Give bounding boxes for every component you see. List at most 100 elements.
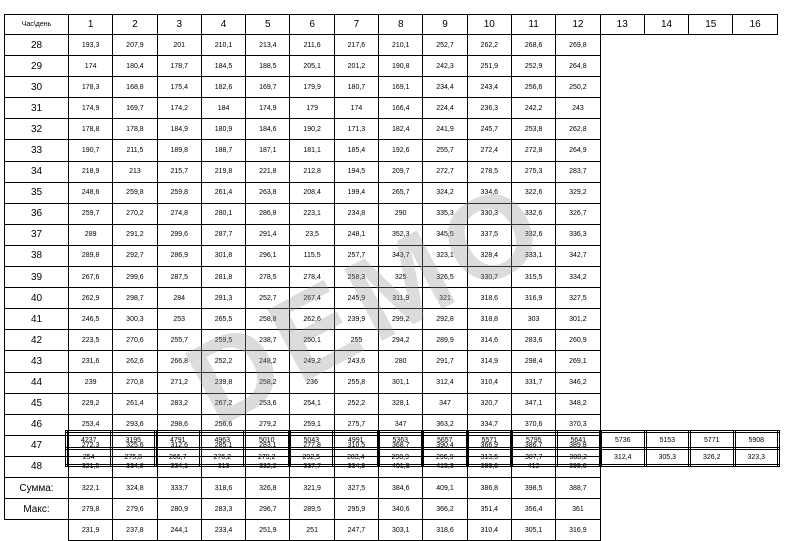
total-sum-cell: 5363 [376, 430, 424, 450]
value-cell: 283,7 [555, 160, 601, 183]
empty-cell [733, 288, 777, 309]
value-cell: 174,9 [245, 97, 291, 120]
empty-cell [733, 477, 777, 498]
value-cell: 323,1 [422, 244, 468, 268]
value-cell: 213,4 [245, 33, 291, 57]
value-cell: 208,4 [289, 181, 335, 204]
hour-label: 47 [4, 434, 69, 457]
empty-cell [689, 477, 733, 498]
empty-cell [644, 309, 688, 330]
hour-label: 43 [4, 350, 69, 373]
empty-cell [733, 98, 777, 119]
value-cell: 265,7 [378, 181, 424, 204]
value-cell: 190,8 [378, 55, 424, 78]
value-cell: 314,9 [466, 350, 512, 373]
empty-cell [600, 520, 644, 541]
value-cell: 351,4 [466, 498, 512, 521]
day-header: 2 [112, 14, 158, 35]
value-cell: 268,6 [510, 33, 557, 57]
value-cell: 248,6 [67, 181, 114, 204]
value-cell: 332,6 [510, 202, 557, 225]
value-cell: 174 [333, 97, 380, 120]
value-cell: 242,3 [422, 55, 468, 78]
value-cell: 289,5 [289, 498, 335, 521]
value-cell: 239,9 [333, 308, 380, 331]
value-cell: 269,8 [555, 33, 601, 57]
value-cell: 337,5 [466, 223, 512, 246]
value-cell: 326,7 [555, 202, 601, 225]
day-header: 4 [200, 14, 247, 35]
value-cell: 291,2 [112, 223, 158, 246]
value-cell: 327,5 [333, 476, 380, 500]
table-row: Макс: 279,8 279,6 280,9 283,3 296,7 289,5 295,9… [4, 498, 778, 521]
value-cell: 332,6 [510, 223, 557, 246]
total-max-cell: 326,2 [688, 447, 736, 467]
hour-label: 31 [4, 97, 69, 120]
value-cell: 278,5 [245, 266, 291, 289]
value-cell: 189,8 [156, 139, 202, 162]
value-cell: 244,1 [156, 519, 202, 541]
empty-cell [600, 203, 644, 224]
value-cell: 178,7 [156, 55, 202, 78]
empty-cell [733, 267, 777, 288]
value-cell: 303,1 [378, 519, 424, 541]
value-cell: 180,7 [333, 76, 380, 99]
value-cell: 326,8 [245, 476, 291, 500]
value-cell: 241,9 [422, 118, 468, 141]
empty-cell [644, 288, 688, 309]
value-cell: 352,3 [378, 223, 424, 246]
total-max-cell: 275,8 [109, 447, 157, 467]
hour-label: Макс: [4, 498, 69, 521]
value-cell: 259,8 [112, 181, 158, 204]
value-cell: 289 [67, 223, 114, 246]
value-cell: 295,9 [333, 498, 380, 521]
value-cell: 281,8 [200, 266, 247, 289]
empty-cell [600, 35, 644, 56]
value-cell: 286,8 [245, 202, 291, 225]
value-cell: 249,2 [289, 350, 335, 373]
value-cell: 328,4 [466, 244, 512, 268]
value-cell: 327,5 [555, 287, 601, 310]
empty-cell [644, 119, 688, 140]
value-cell: 286,9 [156, 244, 202, 268]
empty-cell [689, 372, 733, 393]
value-cell: 184,5 [200, 55, 247, 78]
value-cell: 224,4 [422, 97, 468, 120]
value-cell: 180,4 [112, 55, 158, 78]
empty-cell [644, 477, 688, 498]
value-cell: 275,3 [510, 160, 557, 183]
value-cell: 345,5 [422, 223, 468, 246]
total-sum-cell: 3195 [109, 430, 157, 450]
value-cell: 236 [289, 371, 335, 394]
empty-cell [600, 309, 644, 330]
value-cell: 253 [156, 308, 202, 331]
value-cell: 185,4 [333, 139, 380, 162]
empty-cell [689, 77, 733, 98]
value-cell: 253,6 [245, 392, 291, 415]
hour-label: 34 [4, 160, 69, 183]
value-cell: 250,1 [289, 329, 335, 352]
value-cell: 260,9 [555, 329, 601, 352]
value-cell: 388,7 [555, 476, 601, 500]
day-header: 13 [599, 14, 645, 35]
hour-label: 35 [4, 181, 69, 204]
value-cell: 318,6 [466, 287, 512, 310]
value-cell: 278,4 [289, 266, 335, 289]
total-max-cell: 292,5 [287, 447, 335, 467]
value-cell: 258,3 [333, 266, 380, 289]
day-header: 16 [732, 14, 778, 35]
hour-label: 48 [4, 455, 69, 478]
empty-cell [644, 203, 688, 224]
table-row: 34 218,9 213 215,7 219,8 221,8 212,8 194,5 209,7… [4, 160, 778, 183]
totals-max-row: 254 275,8 266,7 276,2 279,2 292,5 283,4 298,9 29… [65, 447, 780, 467]
empty-cell [689, 224, 733, 245]
empty-cell [733, 203, 777, 224]
table-row: 36 259,7 270,2 274,8 280,1 286,8 223,1 234,8 290… [4, 202, 778, 225]
table-row: 37 289 291,2 299,6 287,7 291,4 23,5 248,1 352,3 3… [4, 223, 778, 246]
empty-cell [689, 309, 733, 330]
hour-label [5, 520, 69, 541]
value-cell: 330,7 [466, 266, 512, 289]
value-cell: 363,2 [422, 413, 468, 436]
value-cell: 347,1 [510, 392, 557, 415]
total-max-cell: 313,5 [465, 447, 513, 467]
